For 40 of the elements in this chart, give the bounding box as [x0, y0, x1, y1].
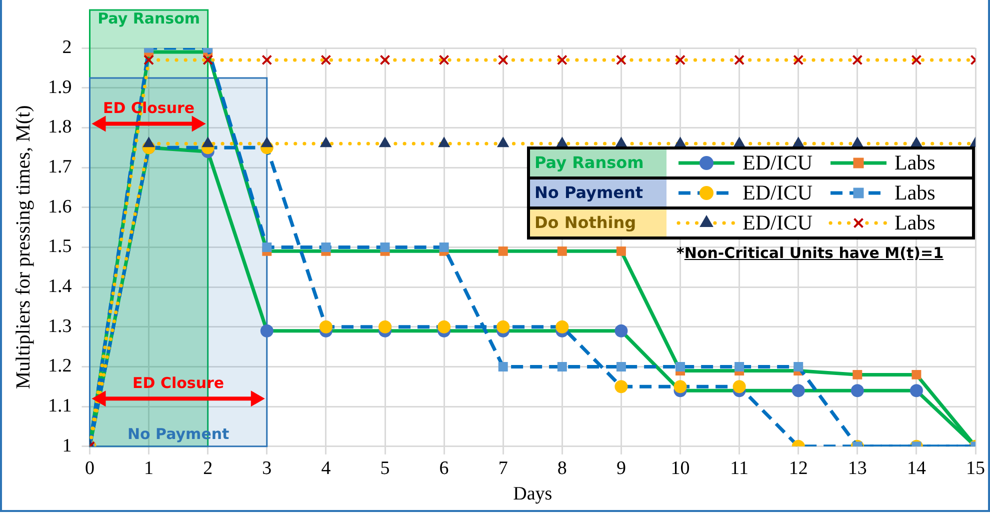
annotation: Do Nothing [534, 213, 636, 232]
x-tick-label: 1 [144, 458, 154, 479]
y-tick-label: 1.5 [48, 236, 72, 258]
legend-label: Labs [894, 180, 936, 205]
x-tick-label: 8 [557, 458, 567, 479]
y-axis-title: Multipliers for pressing times, M(t) [12, 105, 34, 390]
y-tick-label: 1.3 [48, 316, 72, 337]
legend-label: ED/ICU [742, 210, 812, 235]
x-axis-title: Days [513, 484, 552, 505]
y-tick-label: 2 [62, 36, 72, 58]
y-tick-label: 1.8 [48, 116, 72, 138]
y-tick-label: 1.4 [48, 276, 72, 298]
y-tick-label: 1.2 [48, 356, 72, 377]
y-tick-label: 1 [62, 435, 72, 456]
legend-label: Labs [894, 150, 936, 175]
y-tick-label: 1.7 [48, 156, 72, 178]
x-tick-label: 3 [262, 458, 272, 479]
x-tick-label: 6 [439, 458, 449, 479]
x-tick-label: 10 [670, 458, 690, 479]
y-tick-label: 1.6 [48, 196, 72, 218]
band-label: Pay Ransom [98, 9, 200, 28]
y-tick-label: 1.9 [48, 76, 72, 98]
x-tick-label: 14 [906, 458, 926, 479]
y-tick-label: 1.1 [48, 396, 72, 417]
x-tick-label: 7 [498, 458, 508, 479]
x-tick-label: 2 [203, 458, 213, 479]
text: No Payment [534, 183, 644, 202]
x-tick-label: 5 [380, 458, 390, 479]
x-tick-label: 15 [966, 458, 985, 479]
x-tick-label: 11 [730, 458, 748, 479]
legend-label: ED/ICU [742, 180, 812, 205]
x-tick-label: 12 [788, 458, 808, 479]
x-tick-label: 4 [321, 458, 332, 479]
legend-label: Labs [894, 210, 936, 235]
x-tick-label: 9 [616, 458, 626, 479]
x-tick-label: 13 [848, 458, 867, 479]
x-tick-label: 0 [85, 458, 94, 479]
text: Pay Ransom [534, 153, 644, 172]
legend-label: ED/ICU [742, 150, 812, 175]
annotation: *Non-Critical Units have M(t)=1 [676, 244, 944, 262]
